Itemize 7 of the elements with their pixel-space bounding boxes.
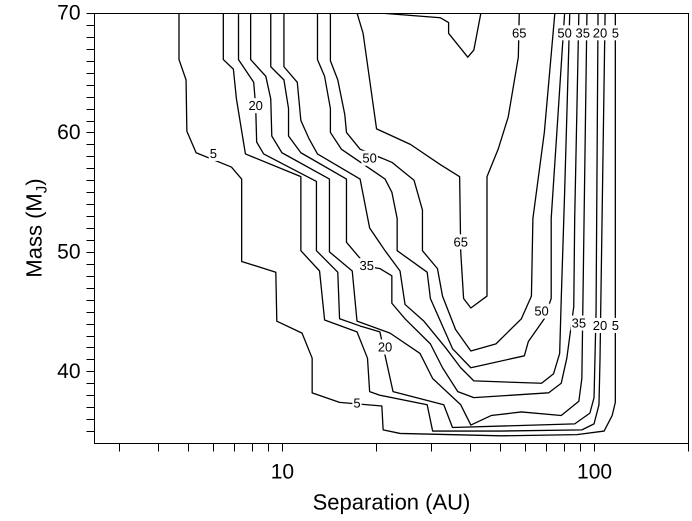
y-tick-label: 50 [57,240,80,264]
x-tick-label: 100 [577,460,612,484]
y-tick-label: 60 [57,120,80,144]
y-tick-label: 40 [57,360,80,383]
y-tick-label: 70 [57,2,80,24]
x-axis-title: Separation (AU) [312,490,470,514]
x-tick-label: 10 [270,460,294,484]
